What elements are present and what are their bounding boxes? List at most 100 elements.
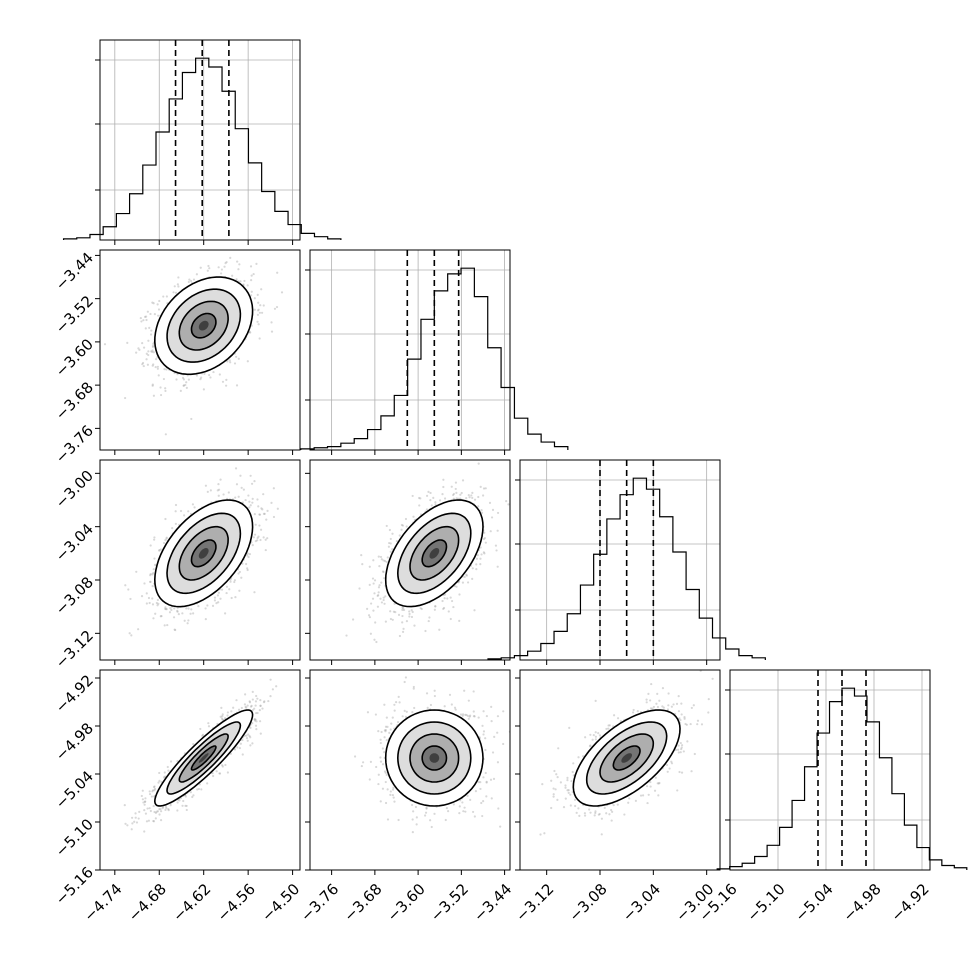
scatter-point	[246, 554, 249, 557]
scatter-point	[176, 610, 179, 613]
scatter-point	[249, 736, 252, 739]
scatter-point	[254, 718, 257, 721]
scatter-point	[202, 388, 205, 391]
scatter-point	[381, 570, 385, 573]
scatter-point	[270, 321, 273, 324]
scatter-point	[207, 725, 211, 728]
scatter-point	[402, 607, 405, 610]
scatter-point	[159, 818, 163, 822]
scatter-point	[241, 753, 244, 756]
scatter-point	[185, 607, 188, 610]
scatter-point	[138, 810, 141, 814]
scatter-point	[373, 638, 376, 641]
scatter-point	[379, 555, 383, 559]
scatter-point	[246, 360, 249, 363]
scatter-point	[442, 485, 445, 489]
scatter-point	[427, 490, 430, 493]
scatter-point	[250, 290, 253, 293]
scatter-point	[235, 384, 239, 387]
scatter-point	[257, 323, 260, 326]
scatter-point	[254, 700, 258, 703]
scatter-point	[229, 580, 232, 583]
scatter-point	[162, 377, 166, 381]
scatter-point	[246, 567, 249, 570]
scatter-point	[449, 617, 452, 621]
scatter-point	[465, 574, 468, 577]
scatter-point	[258, 513, 261, 516]
scatter-point	[471, 491, 474, 494]
scatter-point	[206, 490, 209, 493]
scatter-point	[258, 524, 261, 527]
scatter-point	[275, 305, 279, 309]
scatter-point	[248, 500, 251, 503]
scatter-point	[453, 585, 457, 588]
scatter-point	[233, 580, 236, 584]
scatter-point	[187, 607, 190, 610]
scatter-point	[145, 592, 148, 595]
scatter-point	[140, 794, 143, 798]
scatter-point	[151, 603, 155, 606]
scatter-point	[178, 799, 181, 802]
scatter-point	[228, 588, 231, 591]
scatter-point	[441, 599, 444, 603]
scatter-point	[147, 339, 150, 342]
scatter-point	[186, 622, 189, 625]
panel-content	[103, 256, 284, 436]
scatter-point	[420, 607, 423, 611]
scatter-point	[151, 597, 154, 600]
scatter-point	[145, 358, 148, 361]
scatter-point	[248, 553, 252, 556]
scatter-point	[165, 295, 168, 298]
scatter-point	[260, 311, 264, 314]
scatter-point	[222, 493, 225, 496]
scatter-point	[382, 559, 385, 562]
scatter-point	[441, 493, 444, 496]
scatter-point	[495, 549, 498, 552]
scatter-point	[383, 576, 386, 580]
scatter-point	[148, 326, 151, 329]
scatter-point	[427, 619, 430, 623]
scatter-point	[164, 606, 167, 609]
scatter-point	[174, 522, 177, 525]
scatter-point	[252, 272, 255, 276]
scatter-point	[147, 596, 151, 600]
scatter-point	[204, 484, 208, 487]
scatter-point	[148, 601, 151, 605]
scatter-point	[425, 494, 429, 497]
scatter-point	[233, 362, 237, 365]
scatter-point	[388, 541, 391, 545]
scatter-point	[255, 262, 258, 265]
scatter-point	[246, 739, 249, 742]
scatter-point	[253, 591, 256, 594]
scatter-point	[185, 386, 188, 389]
scatter-point	[235, 699, 238, 702]
scatter-point	[199, 378, 202, 381]
scatter-point	[164, 808, 167, 812]
scatter-point	[251, 742, 254, 745]
scatter-point	[154, 365, 157, 369]
scatter-point	[428, 616, 431, 619]
scatter-point	[129, 597, 132, 601]
scatter-point	[164, 389, 167, 393]
scatter-point	[164, 433, 167, 436]
scatter-point	[245, 562, 248, 566]
scatter-point	[151, 344, 155, 347]
scatter-point	[410, 609, 413, 612]
scatter-point	[250, 482, 254, 485]
scatter-point	[135, 570, 138, 573]
scatter-point	[442, 607, 445, 610]
scatter-point	[360, 554, 363, 557]
scatter-point	[410, 615, 414, 619]
scatter-point	[371, 577, 375, 580]
scatter-point	[480, 509, 483, 512]
scatter-point	[257, 301, 260, 304]
scatter-point	[239, 474, 242, 477]
scatter-point	[248, 506, 251, 509]
scatter-point	[209, 489, 212, 492]
scatter-point	[270, 330, 274, 333]
scatter-point	[173, 628, 176, 631]
scatter-point	[227, 491, 230, 494]
scatter-point	[257, 308, 260, 311]
scatter-point	[455, 585, 458, 588]
